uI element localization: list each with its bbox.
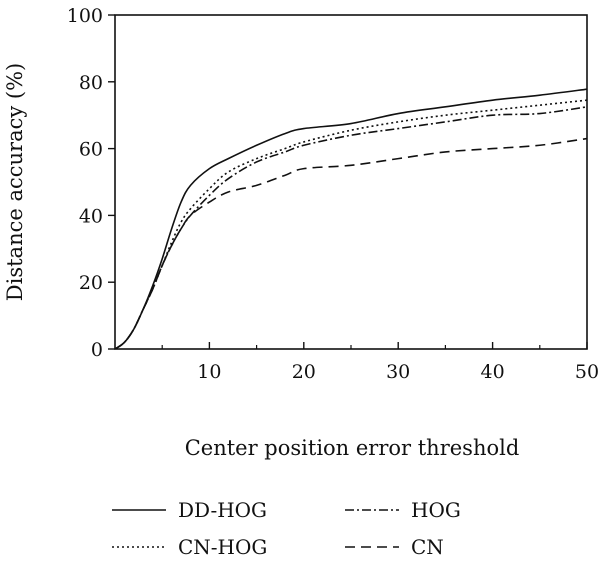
- y-tick-label: 60: [79, 139, 103, 161]
- x-tick-label: 30: [386, 361, 410, 383]
- series-line-cn-hog: [114, 99, 588, 350]
- y-axis-title: Distance accuracy (%): [3, 63, 27, 301]
- y-tick-label: 0: [91, 339, 103, 361]
- y-axis-ticks: 0 20 40 60 80 100: [67, 5, 115, 361]
- x-axis-title: Center position error threshold: [185, 436, 520, 460]
- y-tick-label: 40: [79, 205, 103, 227]
- y-tick-label: 100: [67, 5, 103, 27]
- legend-label-hog: HOG: [411, 498, 461, 522]
- plot-frame: [114, 14, 588, 350]
- x-axis-ticks: 10 20 30 40 50: [161, 342, 599, 383]
- x-tick-label: 20: [292, 361, 316, 383]
- plot-lines: [114, 88, 588, 350]
- series-line-hog: [114, 106, 588, 350]
- x-tick-label: 50: [575, 361, 599, 383]
- y-tick-label: 80: [79, 72, 103, 94]
- legend: DD-HOG CN-HOG HOG CN: [112, 498, 461, 559]
- series-line-cn: [114, 137, 588, 350]
- series-line-dd-hog: [114, 88, 588, 350]
- x-tick-label: 40: [481, 361, 505, 383]
- legend-label-cn: CN: [411, 535, 444, 559]
- x-tick-label: 10: [197, 361, 221, 383]
- y-tick-label: 20: [79, 272, 103, 294]
- legend-label-cn-hog: CN-HOG: [178, 535, 267, 559]
- legend-label-dd-hog: DD-HOG: [178, 498, 267, 522]
